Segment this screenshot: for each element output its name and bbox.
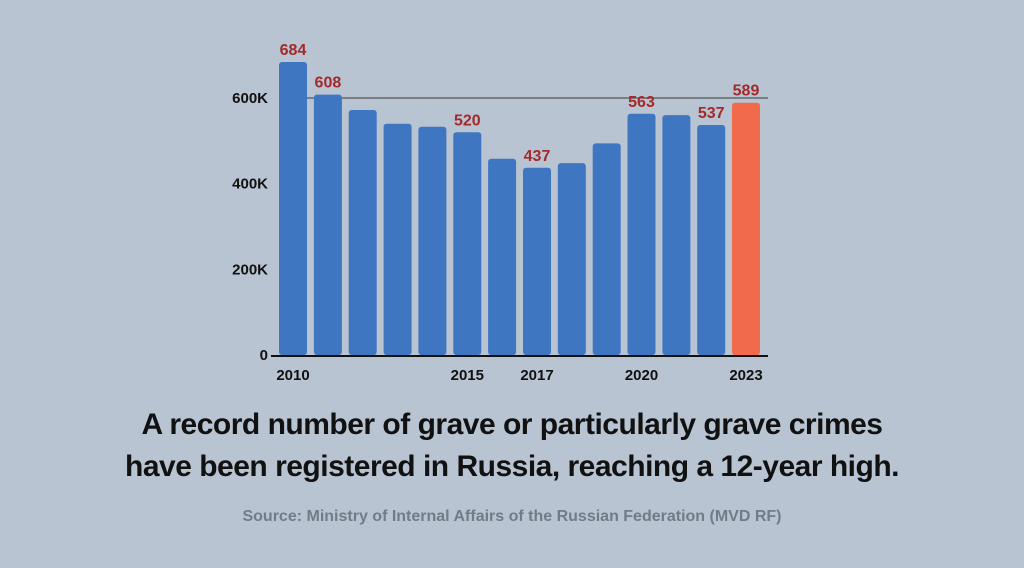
bar-2013	[383, 123, 412, 355]
bar-2020	[627, 113, 656, 355]
bar-2010	[279, 62, 307, 355]
x-tick-label-2020: 2020	[625, 367, 658, 384]
y-tick-label-600K: 600K	[232, 90, 268, 107]
data-label-2022: 537	[698, 105, 725, 122]
bar-2015	[453, 132, 482, 355]
bar-2012	[348, 110, 377, 355]
bar-2022	[697, 125, 726, 355]
bar-2019	[592, 143, 621, 355]
source-note: Source: Ministry of Internal Affairs of …	[242, 508, 782, 525]
y-tick-label-0: 0	[260, 347, 268, 364]
bar-chart: 684 608 520 437 563 537 589 2010 2015 2017 2020 20…	[232, 42, 768, 384]
data-label-2017: 437	[524, 148, 551, 165]
y-tick-label-400K: 400K	[232, 176, 268, 193]
bar-2018	[557, 163, 586, 355]
data-label-2010: 684	[280, 42, 307, 59]
data-label-2011: 608	[315, 75, 342, 92]
y-tick-label-200K: 200K	[232, 261, 268, 278]
data-label-2023: 589	[733, 83, 760, 100]
caption-line-1: A record number of grave or particularly…	[141, 408, 883, 441]
bar-2011	[313, 94, 342, 355]
bar-2017	[523, 167, 551, 355]
bar-2016	[488, 158, 517, 355]
bar-2014	[418, 126, 447, 355]
x-tick-label-2017: 2017	[520, 367, 553, 384]
bar-2021	[662, 115, 691, 355]
caption-line-2: have been registered in Russia, reaching…	[125, 450, 899, 483]
x-tick-label-2023: 2023	[729, 367, 762, 384]
data-label-2020: 563	[628, 94, 655, 111]
bar-2023	[732, 102, 760, 355]
x-tick-label-2010: 2010	[276, 367, 309, 384]
x-tick-label-2015: 2015	[451, 367, 484, 384]
data-label-2015: 520	[454, 112, 481, 129]
